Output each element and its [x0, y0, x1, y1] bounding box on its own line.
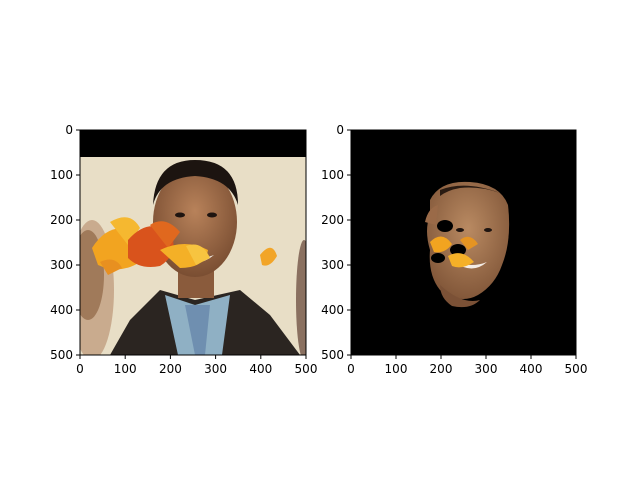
left-x-tick-label: 400: [249, 362, 272, 376]
left-y-tick-label: 400: [50, 303, 73, 317]
left-image: [80, 130, 306, 355]
right-y-tick-label: 500: [321, 348, 344, 362]
right-y-tick-label: 300: [321, 258, 344, 272]
right-x-tick-label: 400: [520, 362, 543, 376]
left-x-tick-label: 500: [295, 362, 318, 376]
right-x-tick-label: 0: [347, 362, 355, 376]
left-axes-frame: [79, 129, 307, 356]
right-y-tick-label: 400: [321, 303, 344, 317]
left-x-tick-label: 100: [114, 362, 137, 376]
left-x-tick-label: 300: [204, 362, 227, 376]
right-y-tick-label: 100: [321, 168, 344, 182]
right-x-tick-label: 500: [565, 362, 588, 376]
right-x-tick-label: 200: [430, 362, 453, 376]
left-y-tick-label: 300: [50, 258, 73, 272]
right-y-tick-label: 200: [321, 213, 344, 227]
right-axes-frame: [350, 129, 577, 356]
right-x-tick-label: 100: [385, 362, 408, 376]
left-y-tick-label: 100: [50, 168, 73, 182]
left-y-tick-label: 200: [50, 213, 73, 227]
left-y-tick-label: 500: [50, 348, 73, 362]
left-x-tick-label: 200: [159, 362, 182, 376]
left-y-tick-label: 0: [65, 123, 73, 137]
left-x-tick-label: 0: [76, 362, 84, 376]
right-x-tick-label: 300: [475, 362, 498, 376]
right-image: [351, 130, 576, 355]
right-y-tick-label: 0: [336, 123, 344, 137]
